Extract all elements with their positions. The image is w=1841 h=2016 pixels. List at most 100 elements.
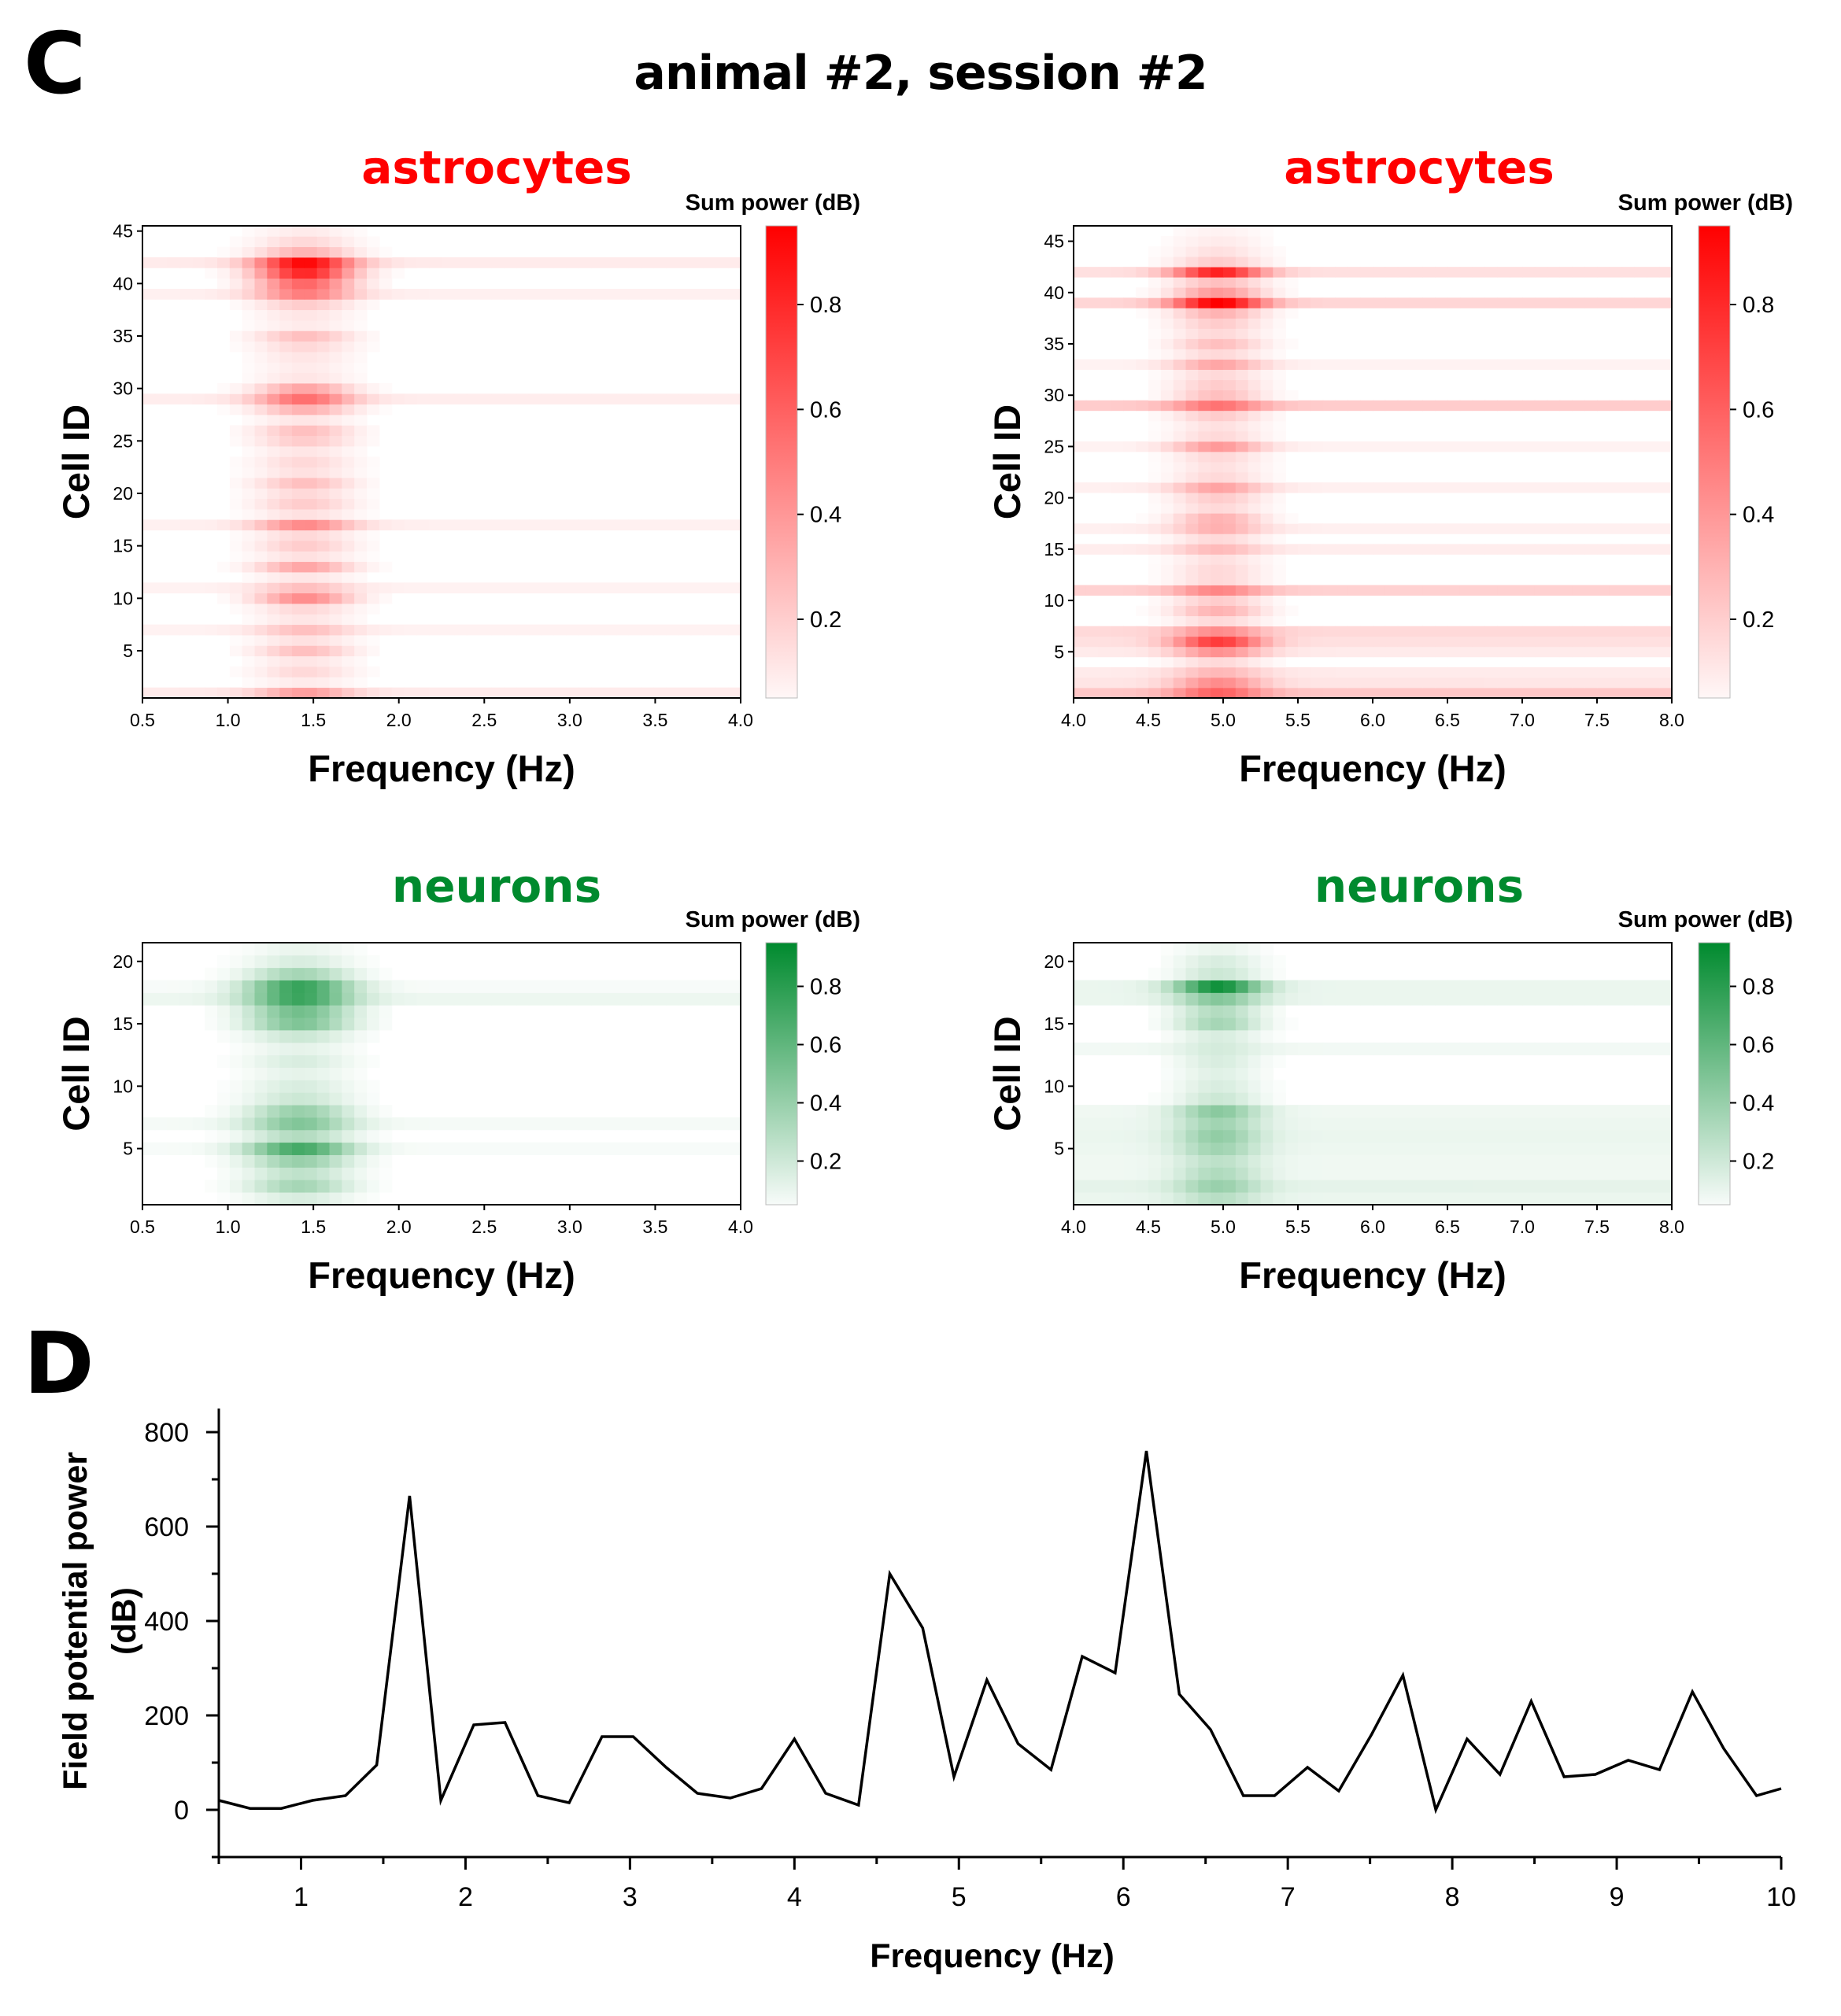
heatmap-cell (1136, 400, 1149, 412)
heatmap-cell (1148, 420, 1162, 432)
heatmap-cell (678, 289, 692, 300)
heatmap-cell (1160, 574, 1174, 585)
heatmap-cell (1547, 297, 1561, 308)
heatmap-cell (1248, 1005, 1262, 1018)
heatmap-cell (1260, 666, 1274, 678)
heatmap-cell (229, 236, 243, 248)
heatmap-cell (1647, 1117, 1660, 1131)
heatmap-cell (1198, 1180, 1211, 1193)
heatmap-cell (1609, 980, 1623, 993)
heatmap-cell (1123, 1042, 1137, 1056)
heatmap-cell (316, 268, 331, 279)
heatmap-cell (329, 1042, 342, 1056)
heatmap-cell (1597, 687, 1610, 699)
heatmap-cell (1397, 400, 1411, 412)
heatmap-cell (242, 687, 256, 699)
y-axis-label: Cell ID (986, 1016, 1028, 1131)
heatmap-cell (242, 488, 256, 500)
heatmap-cell (1422, 1129, 1436, 1143)
heatmap-cell (553, 393, 567, 405)
heatmap-cell (329, 655, 342, 667)
heatmap-cell (279, 519, 293, 531)
heatmap-cell (516, 687, 530, 699)
heatmap-cell (541, 393, 555, 405)
heatmap-cell (1572, 687, 1585, 699)
heatmap-cell (1235, 605, 1249, 617)
heatmap-cell (591, 687, 604, 699)
heatmap-cell (279, 330, 293, 342)
heatmap-cell (367, 582, 380, 594)
heatmap-cell (1273, 441, 1286, 452)
heatmap-cell (329, 393, 342, 405)
heatmap-cell (1136, 523, 1149, 534)
heatmap-cell (566, 624, 579, 636)
colorbar (1698, 225, 1731, 699)
heatmap-cell (541, 257, 555, 268)
heatmap-cell (1584, 1117, 1598, 1131)
heatmap-cell (1173, 1054, 1187, 1068)
heatmap-cell (1223, 626, 1237, 637)
heatmap-cell (1198, 554, 1211, 565)
heatmap-cell (466, 289, 480, 300)
heatmap-cell (1609, 687, 1623, 699)
x-tick-label: 1.0 (216, 1217, 241, 1237)
heatmap-cell (1522, 297, 1536, 308)
heatmap-cell (1647, 646, 1660, 658)
heatmap-cell (1098, 441, 1112, 452)
heatmap-cell (1384, 1154, 1399, 1168)
heatmap-cell (453, 1142, 468, 1155)
heatmap-cell (1223, 1129, 1237, 1143)
heatmap-cell (1185, 328, 1199, 339)
heatmap-cell (1422, 1154, 1436, 1168)
heatmap-cell (229, 393, 243, 405)
heatmap-cell (1497, 359, 1510, 371)
heatmap-cell (1397, 687, 1411, 699)
heatmap-cell (229, 1129, 243, 1143)
heatmap-cell (1584, 626, 1598, 637)
heatmap-cell (229, 992, 243, 1006)
heatmap-cell (1211, 523, 1224, 534)
heatmap-cell (342, 435, 355, 447)
heatmap-cell (641, 393, 654, 405)
heatmap-cell (242, 572, 256, 583)
heatmap-cell (1235, 493, 1249, 504)
heatmap-cell (242, 341, 256, 353)
heatmap-cell (1223, 595, 1237, 607)
heatmap-cell (1547, 441, 1561, 452)
heatmap-cell (1198, 236, 1211, 247)
heatmap-cell (1223, 1117, 1237, 1131)
heatmap-cell (1298, 1180, 1311, 1193)
heatmap-cell (1510, 666, 1523, 678)
heatmap-cell (1160, 523, 1174, 534)
heatmap-cell (1322, 1105, 1336, 1118)
heatmap-cell (1248, 626, 1262, 637)
heatmap-cell (1085, 297, 1100, 308)
heatmap-cell (267, 456, 280, 468)
heatmap-cell (304, 372, 318, 384)
heatmap-cell (404, 257, 417, 268)
y-tick-label: 10 (1044, 590, 1064, 611)
heatmap-cell (329, 330, 342, 342)
heatmap-cell (1211, 615, 1224, 627)
heatmap-cell (1559, 482, 1573, 493)
heatmap-cell (1597, 1167, 1610, 1180)
heatmap-cell (179, 980, 193, 993)
heatmap-cell (1211, 544, 1224, 555)
heatmap-cell (1410, 1042, 1423, 1056)
heatmap-cell (1360, 646, 1373, 658)
heatmap-cell (1609, 1142, 1623, 1155)
heatmap-cell (1609, 359, 1623, 371)
heatmap-cell (1223, 257, 1237, 268)
heatmap-cell (1647, 297, 1660, 308)
heatmap-cell (167, 1117, 181, 1131)
heatmap-cell (1647, 687, 1660, 699)
heatmap-cell (254, 393, 268, 405)
heatmap-cell (304, 393, 318, 405)
heatmap-cell (1373, 992, 1386, 1006)
heatmap-cell (1559, 585, 1573, 596)
heatmap-cell (217, 582, 231, 594)
heatmap-cell (1459, 1154, 1473, 1168)
heatmap-cell (279, 624, 293, 636)
heatmap-cell (329, 645, 342, 657)
heatmap-cell (1285, 1117, 1299, 1131)
